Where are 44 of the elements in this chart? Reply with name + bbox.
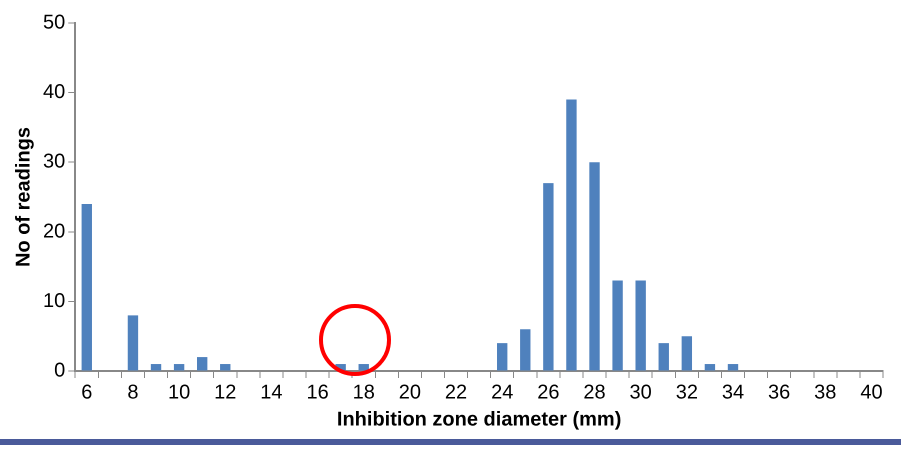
bar <box>128 315 138 370</box>
bar <box>196 357 208 370</box>
bar <box>358 364 369 370</box>
x-tick-label: 26 <box>537 382 560 404</box>
x-tick-label: 38 <box>814 382 836 404</box>
bar <box>658 343 669 370</box>
x-tick-label: 40 <box>860 382 883 404</box>
x-tick-label: 12 <box>214 382 236 404</box>
y-tick-label: 30 <box>42 150 66 173</box>
x-tick-label: 10 <box>168 382 190 404</box>
x-tick-label: 8 <box>127 382 139 404</box>
x-tick-label: 18 <box>352 382 375 404</box>
bar <box>543 183 554 370</box>
bar <box>220 364 230 370</box>
bar <box>174 364 184 370</box>
x-tick-label: 24 <box>491 382 514 404</box>
x-tick-label: 34 <box>722 382 744 404</box>
x-tick-label: 20 <box>398 382 422 404</box>
bar <box>704 364 716 370</box>
x-tick-label: 16 <box>306 382 329 404</box>
bar <box>520 329 530 370</box>
bar <box>566 100 577 370</box>
y-tick-label: 40 <box>42 81 66 104</box>
bar <box>589 162 600 370</box>
x-tick-label: 14 <box>260 382 283 404</box>
y-tick-label: 50 <box>42 12 66 34</box>
bar <box>82 204 92 370</box>
bar <box>150 364 162 370</box>
y-axis-title: No of readings <box>12 126 35 268</box>
x-tick-label: 28 <box>583 382 606 404</box>
x-tick-label: 22 <box>444 382 468 404</box>
bar <box>682 336 692 370</box>
bar <box>728 364 738 370</box>
x-axis-title: Inhibition zone diameter (mm) <box>336 408 622 431</box>
x-tick-label: 32 <box>676 382 698 404</box>
bar <box>635 280 646 370</box>
x-tick-label: 6 <box>81 382 92 404</box>
bar <box>612 280 623 370</box>
x-tick-label: 36 <box>768 382 790 404</box>
y-tick-label: 0 <box>54 360 66 382</box>
x-tick-label: 30 <box>630 382 652 404</box>
y-tick-label: 20 <box>42 220 66 242</box>
bar <box>497 343 508 370</box>
y-tick-label: 10 <box>42 290 66 312</box>
